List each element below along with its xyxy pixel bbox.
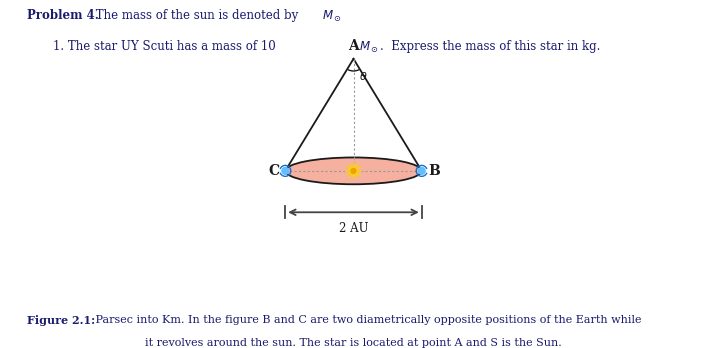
Text: θ: θ bbox=[359, 72, 366, 82]
Ellipse shape bbox=[286, 158, 421, 184]
Text: Figure 2.1:: Figure 2.1: bbox=[27, 315, 95, 326]
Circle shape bbox=[349, 166, 358, 175]
Circle shape bbox=[282, 167, 288, 174]
Text: $M_\odot$: $M_\odot$ bbox=[322, 9, 342, 24]
Text: .  Express the mass of this star in kg.: . Express the mass of this star in kg. bbox=[380, 40, 601, 53]
Text: Problem 4.: Problem 4. bbox=[27, 9, 99, 22]
Text: B: B bbox=[428, 164, 440, 178]
Text: Parsec into Km. In the figure B and C are two diametrically opposite positions o: Parsec into Km. In the figure B and C ar… bbox=[92, 315, 641, 325]
Text: it revolves around the sun. The star is located at point A and S is the Sun.: it revolves around the sun. The star is … bbox=[145, 338, 562, 348]
Text: C: C bbox=[268, 164, 279, 178]
Circle shape bbox=[351, 168, 356, 173]
Text: $M_\odot$: $M_\odot$ bbox=[359, 40, 379, 55]
Text: A: A bbox=[348, 39, 359, 53]
Circle shape bbox=[419, 167, 425, 174]
Text: 2 AU: 2 AU bbox=[339, 222, 368, 235]
Text: The mass of the sun is denoted by: The mass of the sun is denoted by bbox=[92, 9, 302, 22]
Text: 1. The star UY Scuti has a mass of 10: 1. The star UY Scuti has a mass of 10 bbox=[53, 40, 276, 53]
